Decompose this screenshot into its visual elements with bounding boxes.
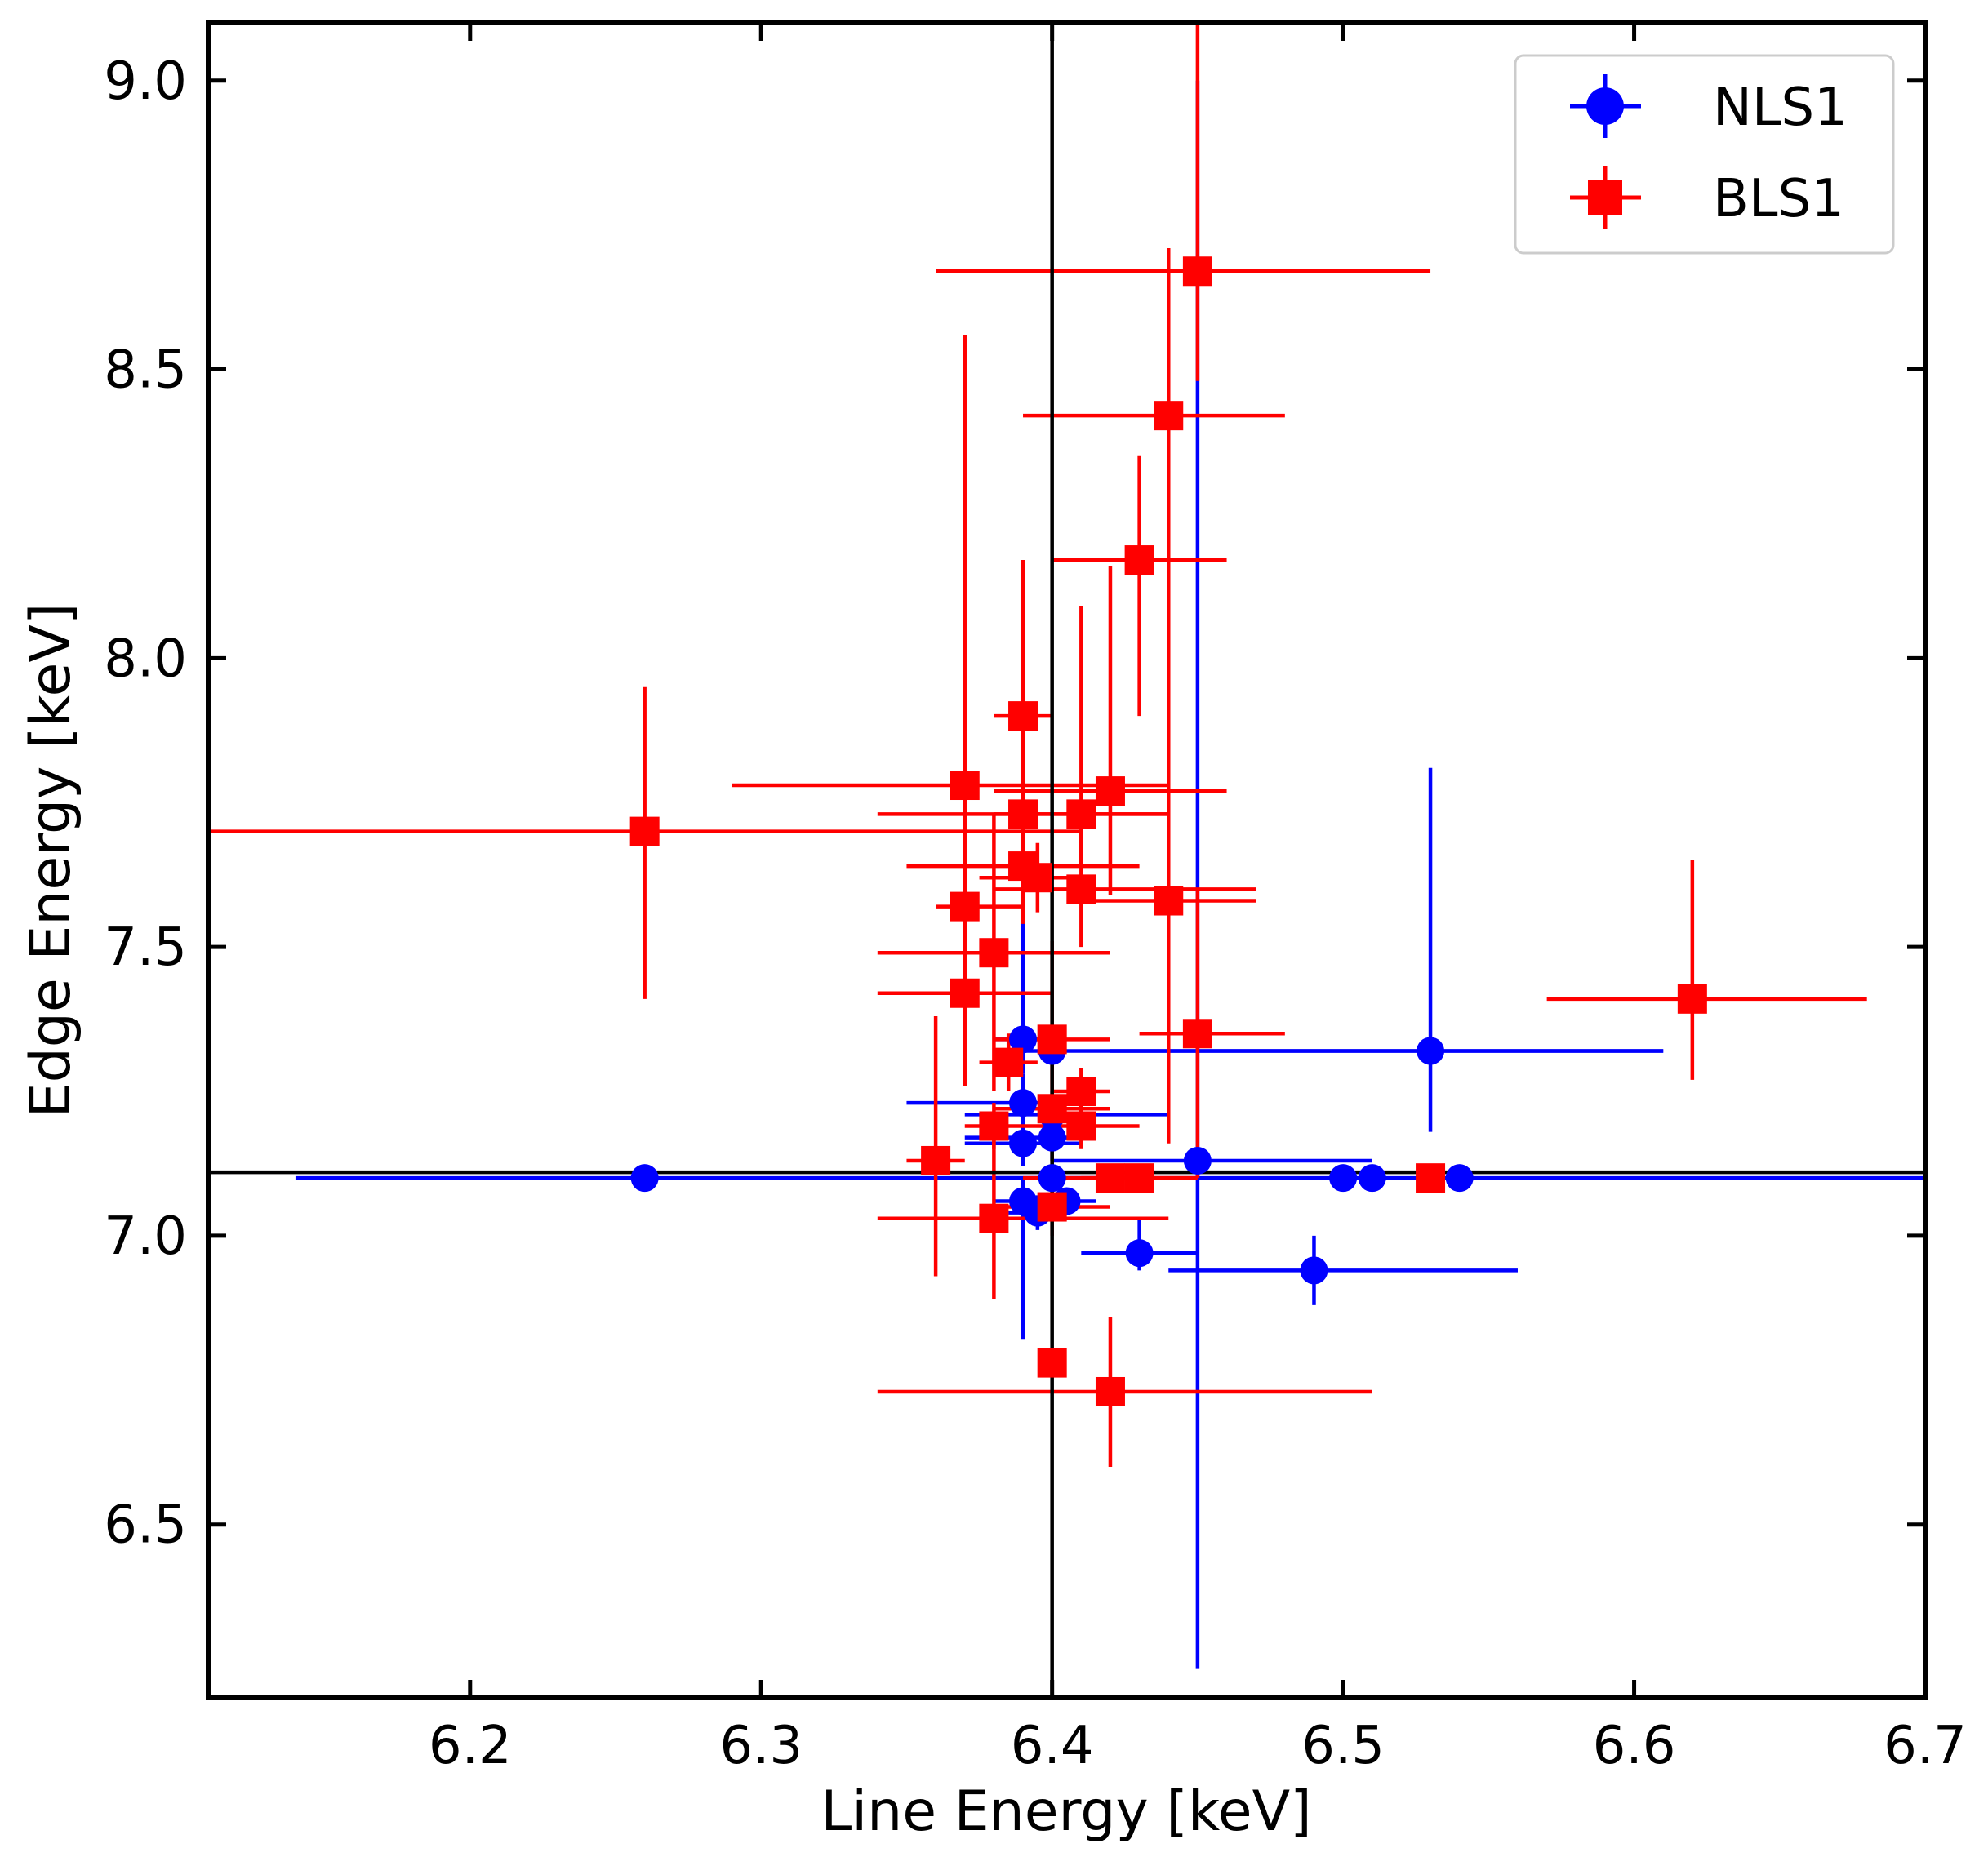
point-bls1-30 bbox=[1037, 1348, 1067, 1378]
point-bls1-2 bbox=[1008, 701, 1038, 731]
point-bls1-18 bbox=[994, 1047, 1024, 1077]
y-tick-label-5: 9.0 bbox=[104, 51, 187, 112]
point-nls1-13 bbox=[1300, 1256, 1328, 1285]
point-bls1-24 bbox=[1095, 1163, 1125, 1193]
point-bls1-28 bbox=[1416, 1163, 1446, 1193]
y-axis-title: Edge Energy [keV] bbox=[19, 603, 83, 1118]
legend-entry-nls1: NLS1 bbox=[1570, 74, 1848, 138]
point-bls1-29 bbox=[1677, 984, 1707, 1014]
point-bls1-8 bbox=[1066, 874, 1096, 904]
x-tick-label-0: 6.2 bbox=[429, 1716, 512, 1776]
x-tick-label-4: 6.6 bbox=[1593, 1716, 1676, 1776]
point-bls1-11 bbox=[979, 938, 1009, 968]
point-bls1-12 bbox=[950, 978, 980, 1008]
y-tick-label-3: 8.0 bbox=[104, 629, 187, 689]
point-nls1-12 bbox=[1125, 1239, 1154, 1268]
point-bls1-14 bbox=[1154, 401, 1184, 431]
point-bls1-6 bbox=[1066, 799, 1096, 829]
point-bls1-31 bbox=[1095, 1376, 1125, 1406]
point-nls1-6 bbox=[1009, 1129, 1038, 1157]
point-bls1-9 bbox=[950, 891, 980, 922]
legend-entry-bls1: BLS1 bbox=[1570, 166, 1844, 229]
point-nls1-1 bbox=[1009, 1025, 1038, 1054]
point-bls1-5 bbox=[1022, 863, 1052, 893]
point-bls1-21 bbox=[1066, 1111, 1096, 1141]
legend-label-nls1: NLS1 bbox=[1713, 78, 1848, 138]
point-bls1-20 bbox=[1037, 1094, 1067, 1124]
point-bls1-13 bbox=[1182, 256, 1212, 287]
point-bls1-3 bbox=[1008, 799, 1038, 829]
point-nls1-5 bbox=[1038, 1123, 1066, 1152]
legend-marker-circle bbox=[1586, 87, 1624, 125]
y-tick-label-0: 6.5 bbox=[104, 1495, 187, 1556]
point-nls1-7 bbox=[1183, 1146, 1212, 1175]
point-nls1-16 bbox=[1417, 1037, 1445, 1065]
legend-marker-square bbox=[1588, 180, 1622, 215]
point-bls1-27 bbox=[1037, 1192, 1067, 1222]
y-tick-label-2: 7.5 bbox=[104, 917, 187, 978]
point-bls1-0 bbox=[629, 816, 660, 846]
point-bls1-22 bbox=[979, 1111, 1009, 1141]
point-bls1-26 bbox=[979, 1203, 1009, 1233]
point-bls1-10 bbox=[1154, 886, 1184, 916]
point-bls1-16 bbox=[1182, 1019, 1212, 1049]
x-tick-label-5: 6.7 bbox=[1883, 1716, 1967, 1776]
point-nls1-14 bbox=[1329, 1164, 1358, 1193]
y-tick-label-1: 7.0 bbox=[104, 1206, 187, 1267]
point-bls1-1 bbox=[950, 771, 980, 801]
point-bls1-7 bbox=[1095, 776, 1125, 806]
y-tick-label-4: 8.5 bbox=[104, 340, 187, 401]
legend: NLS1 BLS1 bbox=[1514, 54, 1895, 255]
plot-frame bbox=[206, 20, 1928, 1700]
point-bls1-25 bbox=[1124, 1163, 1154, 1193]
x-axis-title: Line Energy [keV] bbox=[821, 1779, 1311, 1844]
x-tick-label-1: 6.3 bbox=[719, 1716, 803, 1776]
point-nls1-8 bbox=[1038, 1164, 1066, 1193]
point-bls1-19 bbox=[1066, 1077, 1096, 1107]
point-nls1-0 bbox=[630, 1164, 659, 1193]
point-bls1-23 bbox=[921, 1145, 951, 1175]
point-nls1-17 bbox=[1445, 1164, 1474, 1193]
point-bls1-17 bbox=[1037, 1024, 1067, 1055]
x-tick-label-3: 6.5 bbox=[1301, 1716, 1385, 1776]
point-nls1-15 bbox=[1358, 1164, 1386, 1193]
point-bls1-15 bbox=[1124, 545, 1154, 575]
point-nls1-3 bbox=[1009, 1089, 1038, 1117]
x-tick-label-2: 6.4 bbox=[1011, 1716, 1094, 1776]
legend-label-bls1: BLS1 bbox=[1713, 169, 1844, 229]
